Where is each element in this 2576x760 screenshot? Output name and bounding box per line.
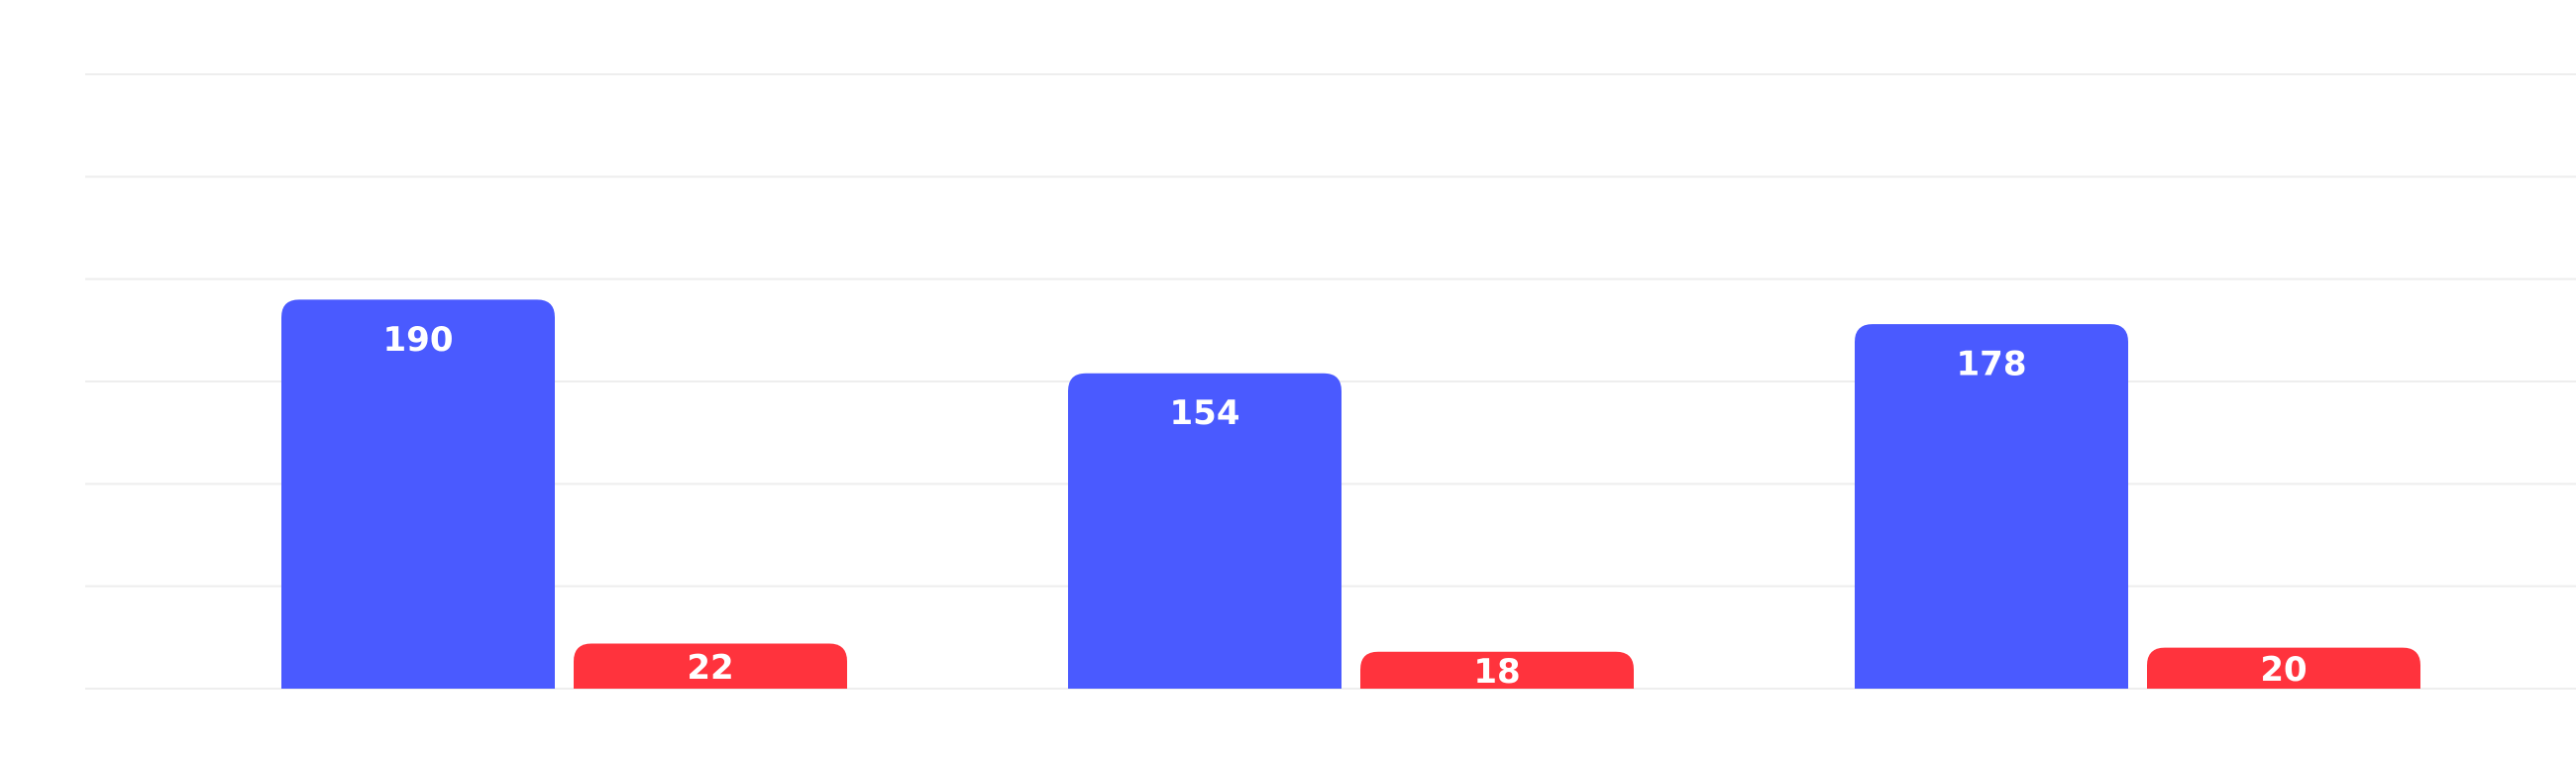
bar-s2-c3[interactable] xyxy=(2147,647,2420,689)
bar-label-s1-c1: 190 xyxy=(383,320,454,360)
bar-label-s2-c3: 20 xyxy=(2260,650,2307,690)
bar-label-s1-c3: 178 xyxy=(1957,345,2027,384)
bar-label-s2-c2: 18 xyxy=(1473,652,1520,692)
bar-s2-c1[interactable] xyxy=(574,643,847,689)
bar-s1-c2[interactable] xyxy=(1068,373,1342,689)
bar-s1-c1[interactable] xyxy=(281,299,555,689)
data-labels: 190 22 154 18 178 20 xyxy=(383,320,2308,692)
bars xyxy=(281,299,2420,689)
bar-label-s1-c2: 154 xyxy=(1170,393,1240,433)
bar-s2-c2[interactable] xyxy=(1360,651,1634,689)
bar-s1-c3[interactable] xyxy=(1855,324,2128,689)
bar-label-s2-c1: 22 xyxy=(687,648,733,688)
